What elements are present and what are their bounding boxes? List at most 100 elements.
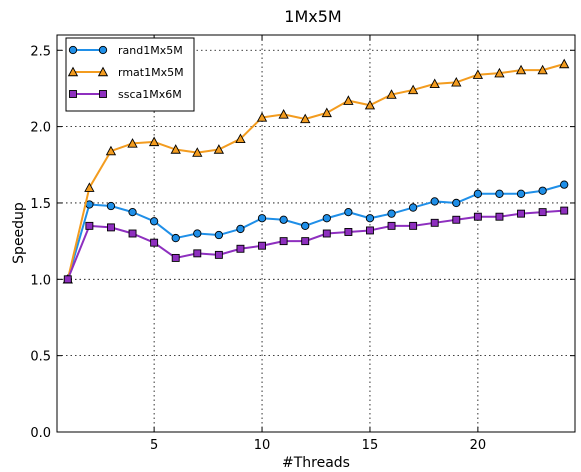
- data-point-ssca1Mx6M: [495, 212, 504, 221]
- data-point-rmat1Mx5M: [170, 144, 181, 154]
- data-point-ssca1Mx6M: [409, 221, 418, 230]
- data-point-rmat1Mx5M: [213, 144, 225, 154]
- data-point-rand1Mx5M: [301, 221, 310, 231]
- data-point-rmat1Mx5M: [559, 58, 570, 69]
- series-ssca1Mx6M: [63, 206, 569, 284]
- data-point-rand1Mx5M: [452, 198, 461, 208]
- series-rmat1Mx5M: [62, 58, 570, 284]
- data-point-rmat1Mx5M: [321, 107, 332, 118]
- chart-title: 1Mx5M: [284, 7, 341, 26]
- data-point-ssca1Mx6M: [171, 253, 180, 262]
- data-point-ssca1Mx6M: [214, 250, 223, 259]
- data-point-rand1Mx5M: [128, 207, 137, 217]
- legend-marker: [69, 90, 77, 98]
- x-tick-label: 10: [254, 438, 271, 453]
- series-lines: [62, 58, 570, 284]
- data-point-rmat1Mx5M: [429, 78, 440, 89]
- data-point-rand1Mx5M: [193, 229, 202, 238]
- y-tick-label: 1.0: [30, 273, 51, 288]
- data-point-rand1Mx5M: [344, 207, 353, 217]
- data-point-rmat1Mx5M: [148, 136, 160, 147]
- data-point-ssca1Mx6M: [517, 209, 525, 218]
- y-tick-label: 2.0: [30, 121, 51, 136]
- axis-ticks: 5 10 15 20 0.0 0.5 1.0 1.5 2.0 2.5: [30, 35, 575, 453]
- data-point-rmat1Mx5M: [386, 89, 397, 99]
- data-point-rand1Mx5M: [214, 230, 224, 240]
- legend-marker: [97, 66, 109, 77]
- series-rand1Mx5M: [63, 180, 569, 284]
- data-point-ssca1Mx6M: [560, 206, 569, 215]
- data-point-rand1Mx5M: [279, 215, 288, 224]
- legend-entry-rmat1Mx5M: rmat1Mx5M: [67, 66, 184, 79]
- data-point-ssca1Mx6M: [107, 223, 115, 232]
- data-point-rand1Mx5M: [538, 186, 547, 195]
- legend-label: rand1Mx5M: [118, 44, 183, 57]
- data-point-rmat1Mx5M: [192, 147, 203, 157]
- data-point-ssca1Mx6M: [128, 229, 137, 238]
- y-tick-label: 1.5: [30, 197, 51, 212]
- y-tick-label: 2.5: [30, 44, 51, 59]
- data-point-rmat1Mx5M: [515, 64, 527, 75]
- data-point-rmat1Mx5M: [235, 133, 246, 144]
- data-point-rand1Mx5M: [430, 197, 439, 206]
- x-tick-label: 20: [470, 438, 487, 453]
- data-point-rmat1Mx5M: [343, 95, 354, 105]
- data-point-ssca1Mx6M: [301, 237, 310, 246]
- series-line-ssca1Mx6M: [66, 209, 565, 280]
- data-point-ssca1Mx6M: [150, 238, 159, 247]
- data-point-rmat1Mx5M: [256, 112, 268, 122]
- data-point-rmat1Mx5M: [300, 113, 311, 124]
- data-point-ssca1Mx6M: [279, 237, 288, 246]
- data-point-rmat1Mx5M: [84, 182, 95, 192]
- data-point-rand1Mx5M: [408, 203, 418, 212]
- data-point-rmat1Mx5M: [451, 76, 462, 87]
- data-point-rmat1Mx5M: [407, 84, 419, 95]
- data-point-ssca1Mx6M: [452, 215, 461, 224]
- data-point-ssca1Mx6M: [85, 221, 94, 230]
- y-tick-label: 0.0: [30, 426, 51, 441]
- y-axis-label: Speedup: [11, 202, 27, 264]
- data-point-rmat1Mx5M: [127, 138, 138, 148]
- x-tick-label: 15: [362, 438, 379, 453]
- data-point-ssca1Mx6M: [473, 212, 482, 221]
- series-line-rmat1Mx5M: [66, 63, 565, 280]
- data-point-rand1Mx5M: [473, 189, 483, 198]
- data-point-ssca1Mx6M: [236, 244, 245, 253]
- data-point-rand1Mx5M: [560, 180, 569, 189]
- data-point-rand1Mx5M: [322, 214, 331, 223]
- data-point-rand1Mx5M: [257, 214, 267, 223]
- data-point-ssca1Mx6M: [193, 249, 202, 258]
- plot-frame: [56, 34, 576, 433]
- data-point-rand1Mx5M: [149, 217, 159, 226]
- data-point-ssca1Mx6M: [344, 228, 353, 236]
- legend-marker: [98, 45, 108, 55]
- data-point-ssca1Mx6M: [258, 241, 266, 250]
- legend-label: rmat1Mx5M: [118, 66, 184, 79]
- legend-marker: [99, 90, 107, 98]
- data-point-ssca1Mx6M: [430, 218, 439, 227]
- legend-marker: [67, 66, 79, 77]
- data-point-rand1Mx5M: [365, 214, 375, 223]
- data-point-ssca1Mx6M: [322, 229, 331, 238]
- legend-marker: [68, 45, 78, 55]
- data-point-ssca1Mx6M: [366, 226, 374, 235]
- data-point-rand1Mx5M: [171, 233, 180, 243]
- data-point-ssca1Mx6M: [63, 275, 72, 284]
- legend: rand1Mx5M rmat1Mx5M ssca1Mx6M: [65, 37, 195, 112]
- data-point-rmat1Mx5M: [537, 64, 548, 75]
- data-point-rmat1Mx5M: [472, 69, 484, 79]
- data-point-rand1Mx5M: [106, 201, 116, 211]
- data-point-ssca1Mx6M: [387, 221, 396, 230]
- data-point-rmat1Mx5M: [364, 99, 376, 110]
- x-tick-label: 5: [150, 438, 158, 453]
- data-point-rmat1Mx5M: [105, 145, 117, 156]
- data-point-rand1Mx5M: [236, 224, 245, 234]
- data-point-rmat1Mx5M: [494, 67, 505, 78]
- legend-label: ssca1Mx6M: [118, 88, 182, 101]
- data-point-rand1Mx5M: [387, 209, 396, 218]
- data-point-rmat1Mx5M: [278, 109, 289, 119]
- legend-entry-ssca1Mx6M: ssca1Mx6M: [69, 88, 182, 101]
- x-axis-label: #Threads: [282, 455, 350, 471]
- data-point-ssca1Mx6M: [538, 208, 547, 217]
